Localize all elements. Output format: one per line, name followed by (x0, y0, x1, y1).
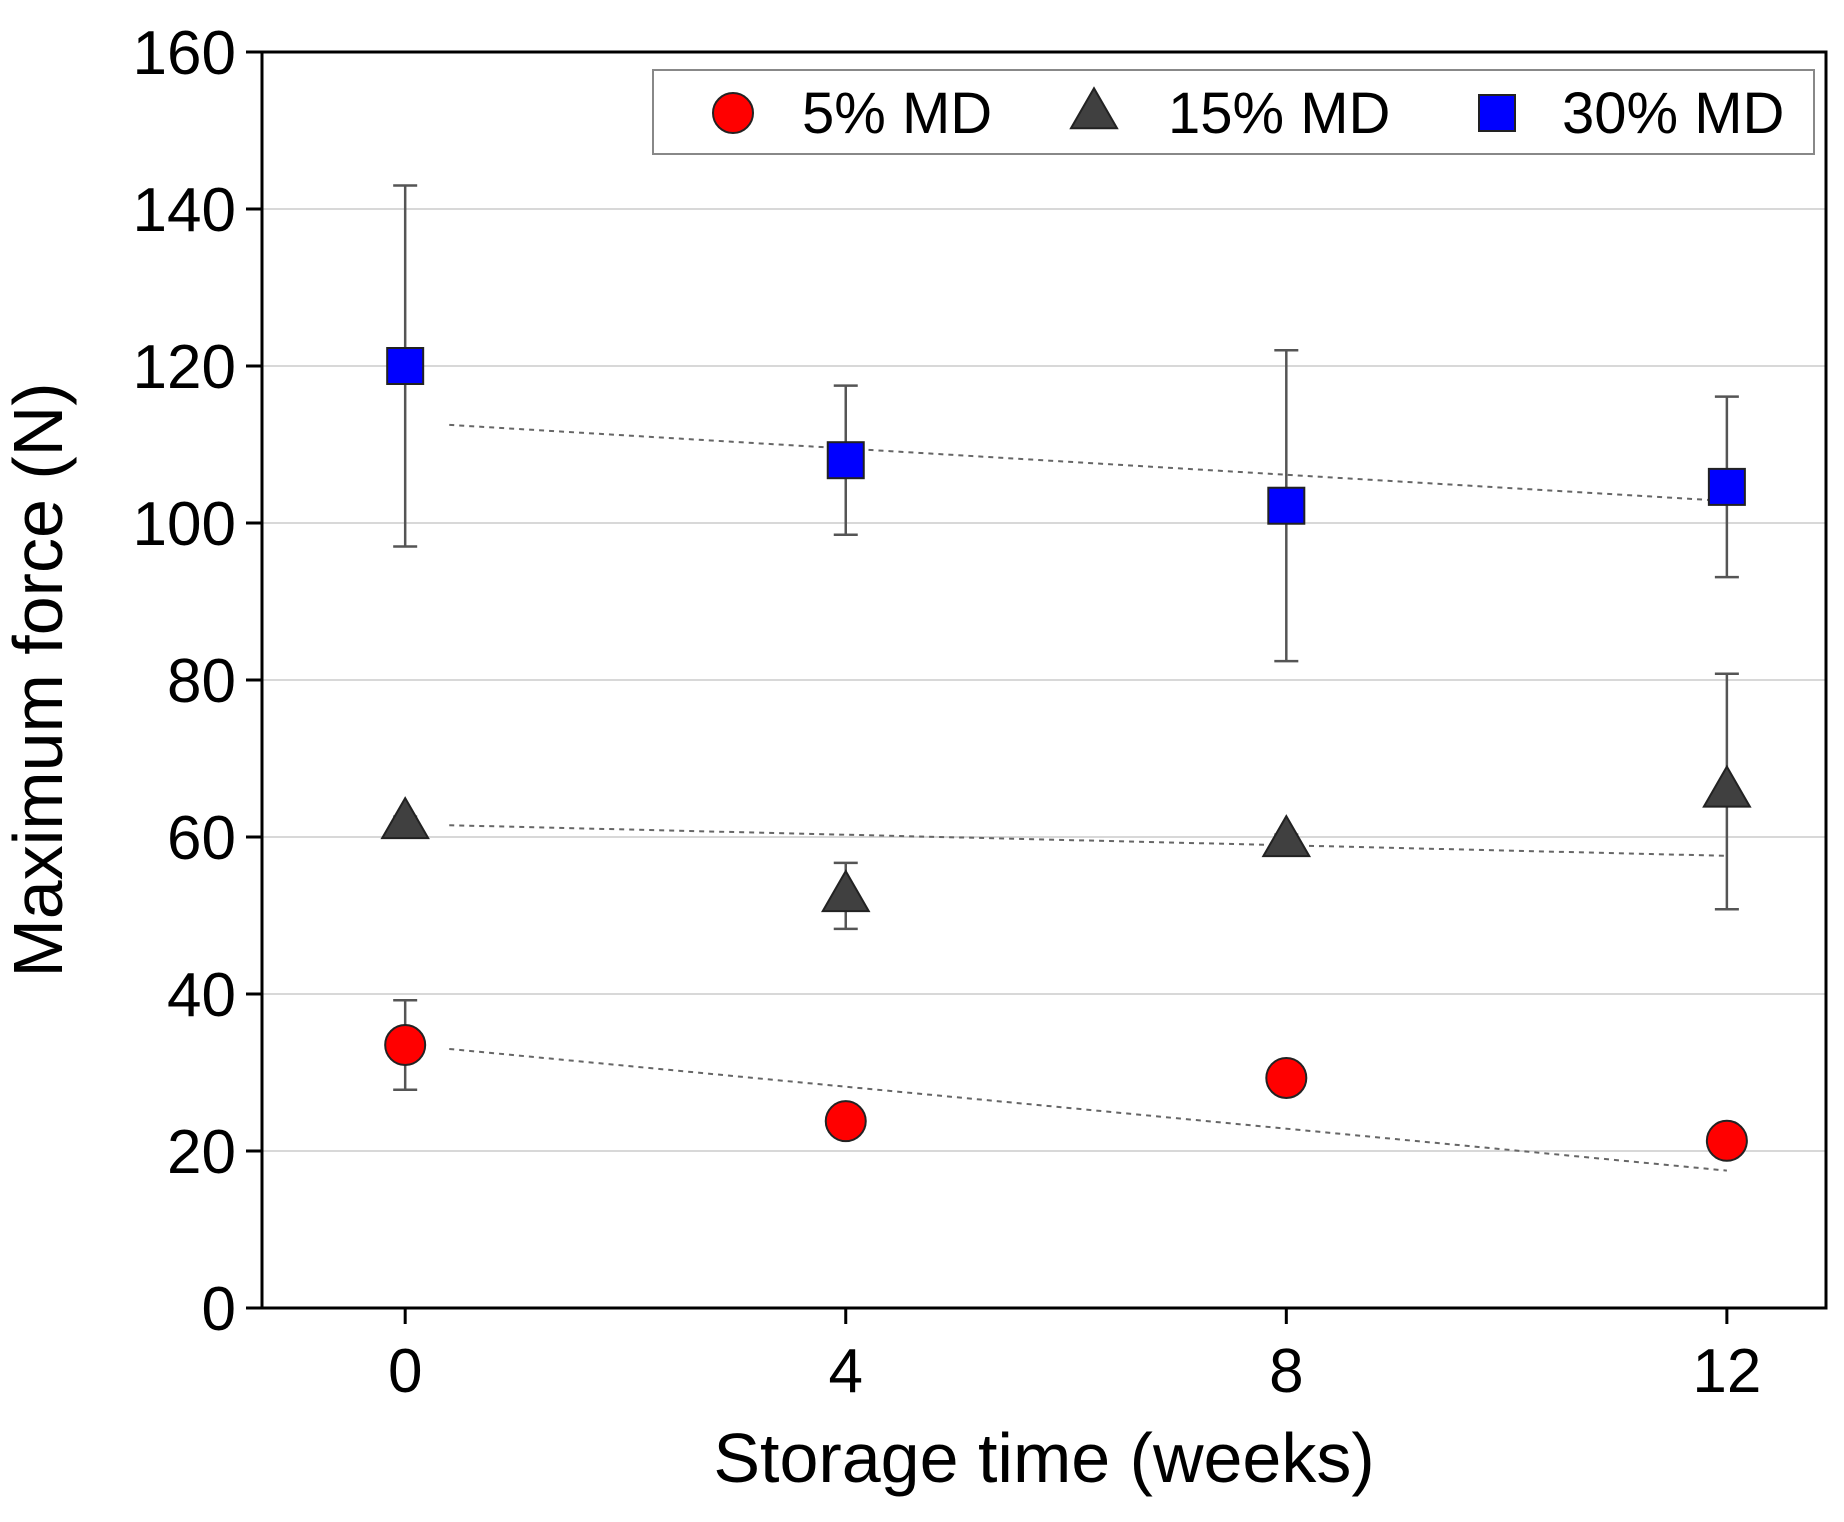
x-tick-label-4: 4 (829, 1337, 863, 1406)
grid (262, 208, 1826, 1152)
legend-marker-30pct-md (1478, 94, 1516, 132)
error-bars (393, 184, 1739, 1152)
y-axis-title: Maximum force (N) (0, 382, 77, 977)
y-tick-label-80: 80 (167, 647, 236, 716)
point-5pct-md-8 (1265, 1056, 1308, 1099)
x-axis-title: Storage time (weeks) (713, 1419, 1374, 1497)
y-tick-label-40: 40 (167, 961, 236, 1030)
point-15pct-md-0 (380, 796, 430, 840)
legend-marker-5pct-md (712, 92, 754, 134)
point-5pct-md-0 (384, 1024, 427, 1067)
trend-lines (449, 423, 1727, 1172)
legend-marker-15pct-md (1069, 86, 1119, 130)
x-tick-label-12: 12 (1692, 1337, 1761, 1406)
legend: 5% MD 15% MD 30% MD (652, 69, 1815, 155)
y-tick-label-160: 160 (133, 19, 236, 88)
trend-line-5pct-md (449, 1047, 1727, 1172)
y-tick-label-140: 140 (133, 176, 236, 245)
y-tick-label-120: 120 (133, 333, 236, 402)
y-tick-label-100: 100 (133, 490, 236, 559)
point-30pct-md-0 (386, 347, 425, 385)
point-5pct-md-12 (1705, 1119, 1748, 1162)
legend-label-5pct-md: 5% MD (802, 81, 992, 146)
y-tick-label-20: 20 (167, 1118, 236, 1187)
point-15pct-md-4 (821, 869, 871, 913)
y-tick-label-0: 0 (202, 1275, 236, 1344)
point-30pct-md-8 (1267, 486, 1306, 525)
point-15pct-md-12 (1702, 764, 1752, 808)
y-axis-ticks: 0 20 40 60 80 100 120 140 160 (133, 19, 262, 1344)
x-tick-label-8: 8 (1269, 1337, 1303, 1406)
x-tick-label-0: 0 (388, 1337, 422, 1406)
legend-label-30pct-md: 30% MD (1562, 81, 1784, 146)
point-30pct-md-4 (826, 441, 865, 480)
y-tick-label-60: 60 (167, 804, 236, 873)
trend-line-15pct-md (449, 824, 1727, 857)
data-points (380, 347, 1752, 1162)
legend-label-15pct-md: 15% MD (1168, 81, 1390, 146)
trend-line-30pct-md (449, 423, 1727, 503)
legend-box (652, 69, 1815, 155)
x-axis-ticks: 0 4 8 12 (388, 1308, 1761, 1406)
point-5pct-md-4 (824, 1100, 867, 1143)
point-30pct-md-12 (1707, 467, 1746, 506)
point-15pct-md-8 (1261, 814, 1312, 858)
